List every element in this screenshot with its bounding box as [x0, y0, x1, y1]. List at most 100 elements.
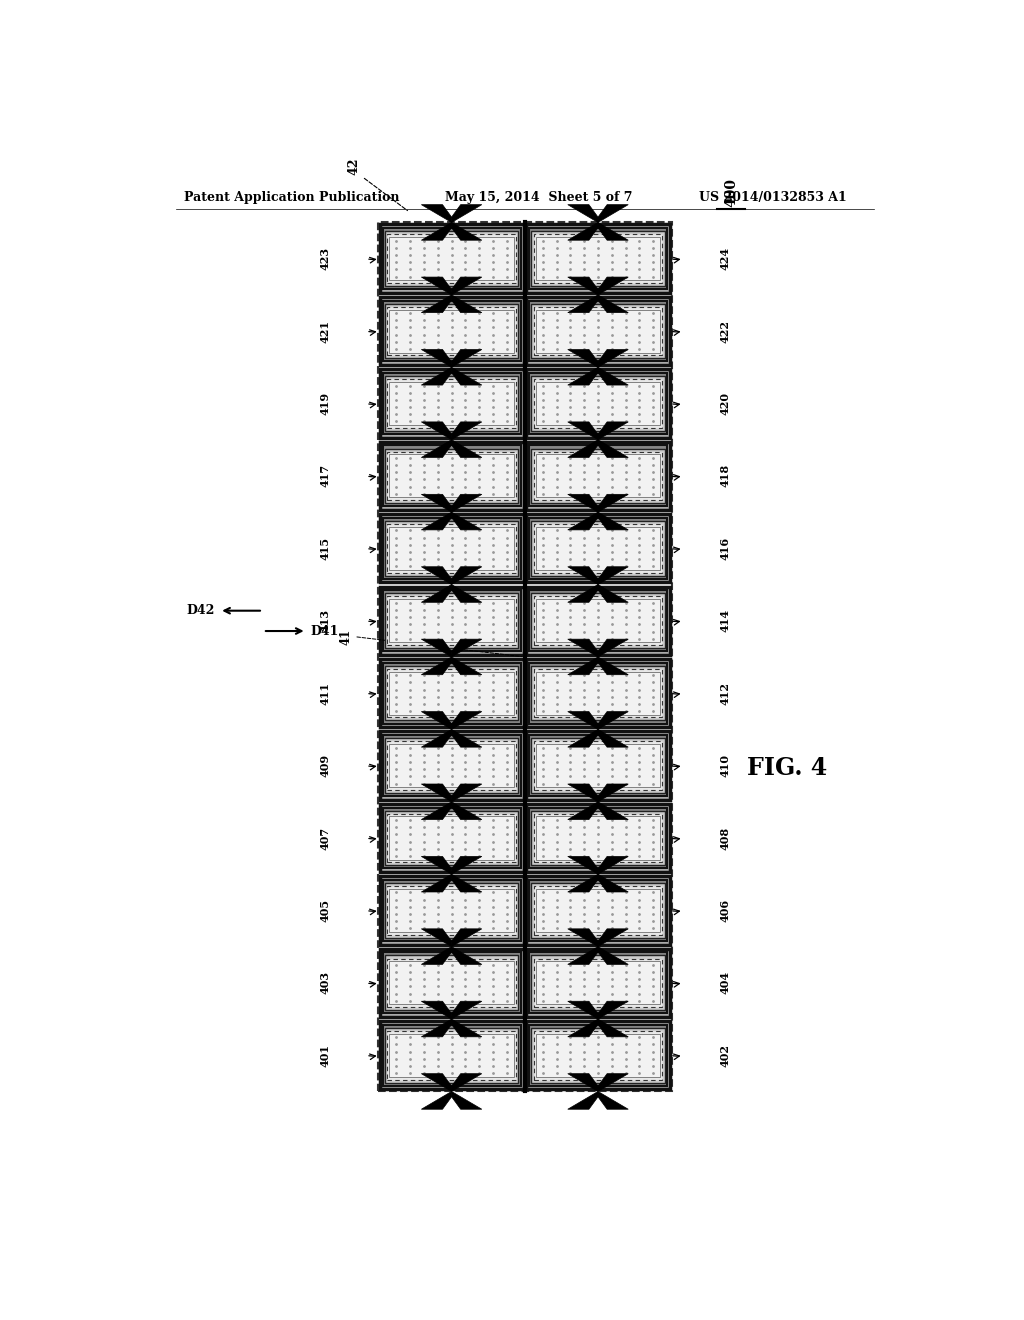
- Text: US 2014/0132853 A1: US 2014/0132853 A1: [699, 191, 847, 203]
- Polygon shape: [421, 639, 452, 657]
- Bar: [385, 665, 518, 721]
- Text: 400: 400: [724, 178, 738, 207]
- Polygon shape: [567, 585, 598, 602]
- Polygon shape: [421, 277, 452, 294]
- Bar: [534, 597, 663, 645]
- Polygon shape: [567, 205, 598, 223]
- Polygon shape: [567, 711, 598, 730]
- Polygon shape: [421, 566, 452, 585]
- Polygon shape: [452, 205, 482, 223]
- Polygon shape: [452, 1073, 482, 1092]
- Text: 406: 406: [719, 899, 730, 921]
- Polygon shape: [567, 367, 598, 385]
- Polygon shape: [421, 857, 452, 874]
- Bar: [383, 1024, 520, 1085]
- Bar: [536, 961, 660, 1005]
- Polygon shape: [567, 801, 598, 820]
- Bar: [529, 953, 667, 1014]
- Bar: [383, 663, 520, 723]
- Bar: [531, 231, 665, 286]
- Bar: [389, 238, 514, 280]
- Polygon shape: [452, 223, 482, 240]
- Bar: [526, 1022, 670, 1089]
- Polygon shape: [421, 205, 452, 223]
- Polygon shape: [452, 440, 482, 458]
- Polygon shape: [598, 223, 629, 240]
- Bar: [534, 669, 663, 717]
- Polygon shape: [452, 566, 482, 585]
- Bar: [389, 817, 514, 859]
- Bar: [380, 659, 523, 727]
- Bar: [531, 1028, 665, 1082]
- Text: 420: 420: [719, 392, 730, 414]
- Polygon shape: [567, 784, 598, 801]
- Bar: [380, 804, 523, 873]
- Bar: [383, 517, 520, 578]
- Bar: [536, 599, 660, 643]
- Bar: [383, 808, 520, 869]
- Polygon shape: [598, 585, 629, 602]
- Polygon shape: [598, 711, 629, 730]
- Polygon shape: [452, 1092, 482, 1109]
- Polygon shape: [567, 277, 598, 294]
- Bar: [536, 381, 660, 425]
- Bar: [385, 883, 518, 937]
- Polygon shape: [567, 1092, 598, 1109]
- Polygon shape: [598, 1092, 629, 1109]
- Bar: [529, 1024, 667, 1085]
- Bar: [383, 374, 520, 434]
- Polygon shape: [452, 730, 482, 747]
- Bar: [380, 731, 523, 800]
- Bar: [536, 744, 660, 787]
- Text: D42: D42: [187, 605, 215, 618]
- Bar: [526, 515, 670, 582]
- Text: 421: 421: [319, 319, 331, 343]
- Bar: [534, 235, 663, 282]
- Bar: [534, 524, 663, 573]
- Bar: [387, 886, 516, 935]
- Polygon shape: [421, 730, 452, 747]
- Polygon shape: [452, 422, 482, 440]
- Text: 422: 422: [719, 319, 730, 343]
- Polygon shape: [421, 946, 452, 965]
- Bar: [526, 297, 670, 366]
- Text: 411: 411: [319, 681, 331, 705]
- Polygon shape: [421, 1073, 452, 1092]
- Text: 42: 42: [348, 158, 360, 176]
- Polygon shape: [452, 801, 482, 820]
- Bar: [526, 949, 670, 1016]
- Polygon shape: [421, 494, 452, 512]
- Text: 405: 405: [319, 899, 331, 921]
- Polygon shape: [567, 1019, 598, 1036]
- Bar: [389, 744, 514, 787]
- Polygon shape: [452, 657, 482, 675]
- Bar: [385, 449, 518, 503]
- Polygon shape: [598, 1019, 629, 1036]
- Bar: [534, 813, 663, 862]
- Bar: [380, 949, 523, 1016]
- Bar: [389, 599, 514, 643]
- Bar: [529, 808, 667, 869]
- Bar: [529, 228, 667, 289]
- Bar: [534, 379, 663, 428]
- Text: 41: 41: [340, 628, 352, 644]
- Bar: [389, 454, 514, 498]
- Polygon shape: [421, 1002, 452, 1019]
- Bar: [380, 442, 523, 510]
- Polygon shape: [421, 874, 452, 892]
- Text: May 15, 2014  Sheet 5 of 7: May 15, 2014 Sheet 5 of 7: [445, 191, 633, 203]
- Bar: [529, 590, 667, 651]
- Text: 424: 424: [719, 247, 730, 271]
- Polygon shape: [567, 946, 598, 965]
- Polygon shape: [598, 657, 629, 675]
- Bar: [380, 297, 523, 366]
- Bar: [526, 731, 670, 800]
- Bar: [389, 527, 514, 570]
- Polygon shape: [567, 440, 598, 458]
- Polygon shape: [598, 494, 629, 512]
- Polygon shape: [421, 294, 452, 313]
- Polygon shape: [452, 784, 482, 801]
- Bar: [389, 672, 514, 714]
- Bar: [387, 235, 516, 282]
- Bar: [389, 309, 514, 352]
